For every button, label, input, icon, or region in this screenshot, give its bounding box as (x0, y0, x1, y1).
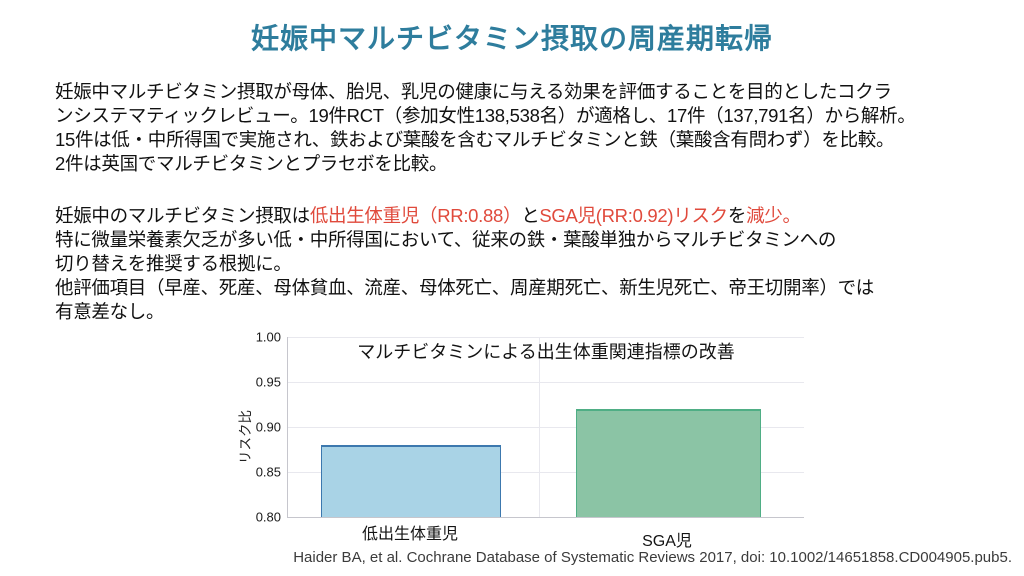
text-segment: と (521, 205, 540, 226)
plot-area: マルチビタミンによる出生体重関連指標の改善 (287, 337, 804, 518)
y-tick-label: 0.95 (255, 374, 281, 390)
summary-line: ンシステマティックレビュー。19件RCT（参加女性138,538名）が適格し、1… (55, 105, 916, 126)
y-axis-tick-labels: 0.80 0.85 0.90 0.95 1.00 (230, 329, 281, 566)
findings-line: 他評価項目（早産、死産、母体貧血、流産、母体死亡、周産期死亡、新生児死亡、帝王切… (55, 277, 875, 298)
x-category-label: SGA児 (642, 533, 692, 550)
findings-line-highlighted: 妊娠中のマルチビタミン摂取は低出生体重児（RR:0.88）とSGA児(RR:0.… (55, 204, 916, 228)
y-tick-label: 1.00 (255, 329, 281, 345)
highlight-red-segment: 減少。 (746, 205, 801, 226)
body-text: 妊娠中マルチビタミン摂取が母体、胎児、乳児の健康に与える効果を評価することを目的… (55, 80, 916, 324)
bar-chart: リスク比 0.80 0.85 0.90 0.95 1.00 マルチビタミンによる出生体重… (230, 329, 815, 566)
highlight-red-segment: 低出生体重児（RR:0.88） (309, 205, 522, 226)
x-category-label: 低出生体重児 (361, 526, 459, 543)
summary-line: 15件は低・中所得国で実施され、鉄および葉酸を含むマルチビタミンと鉄（葉酸含有問… (55, 129, 895, 150)
y-tick-label: 0.80 (255, 509, 281, 525)
findings-line: 有意差なし。 (55, 301, 165, 322)
slide-title: 妊娠中マルチビタミン摂取の周産期転帰 (250, 23, 773, 54)
summary-line: 2件は英国でマルチビタミンとプラセボを比較。 (55, 153, 448, 174)
findings-line: 特に微量栄養素欠乏が多い低・中所得国において、従来の鉄・葉酸単独からマルチビタミ… (55, 229, 837, 250)
text-segment: を (727, 205, 747, 226)
horizontal-gridline (288, 382, 804, 383)
findings-paragraph: 妊娠中のマルチビタミン摂取は低出生体重児（RR:0.88）とSGA児(RR:0.… (55, 204, 916, 324)
y-tick-label: 0.90 (255, 419, 281, 435)
findings-line: 切り替えを推奨する根拠に。 (55, 253, 292, 274)
text-segment: 妊娠中のマルチビタミン摂取は (55, 205, 310, 226)
horizontal-gridline (288, 427, 804, 428)
chart-bar (321, 445, 501, 517)
highlight-red-segment: SGA児(RR:0.92)リスク (539, 205, 728, 226)
x-axis-labels: 低出生体重児 SGA児 (230, 520, 815, 560)
chart-title: マルチビタミンによる出生体重関連指標の改善 (357, 342, 735, 362)
citation: Haider BA, et al. Cochrane Database of S… (293, 549, 1012, 566)
horizontal-gridline (288, 472, 804, 473)
y-tick-label: 0.85 (255, 464, 281, 480)
summary-paragraph: 妊娠中マルチビタミン摂取が母体、胎児、乳児の健康に与える効果を評価することを目的… (55, 80, 916, 176)
summary-line: 妊娠中マルチビタミン摂取が母体、胎児、乳児の健康に与える効果を評価することを目的… (55, 81, 892, 102)
horizontal-gridline (288, 337, 804, 338)
chart-bar (576, 409, 761, 517)
